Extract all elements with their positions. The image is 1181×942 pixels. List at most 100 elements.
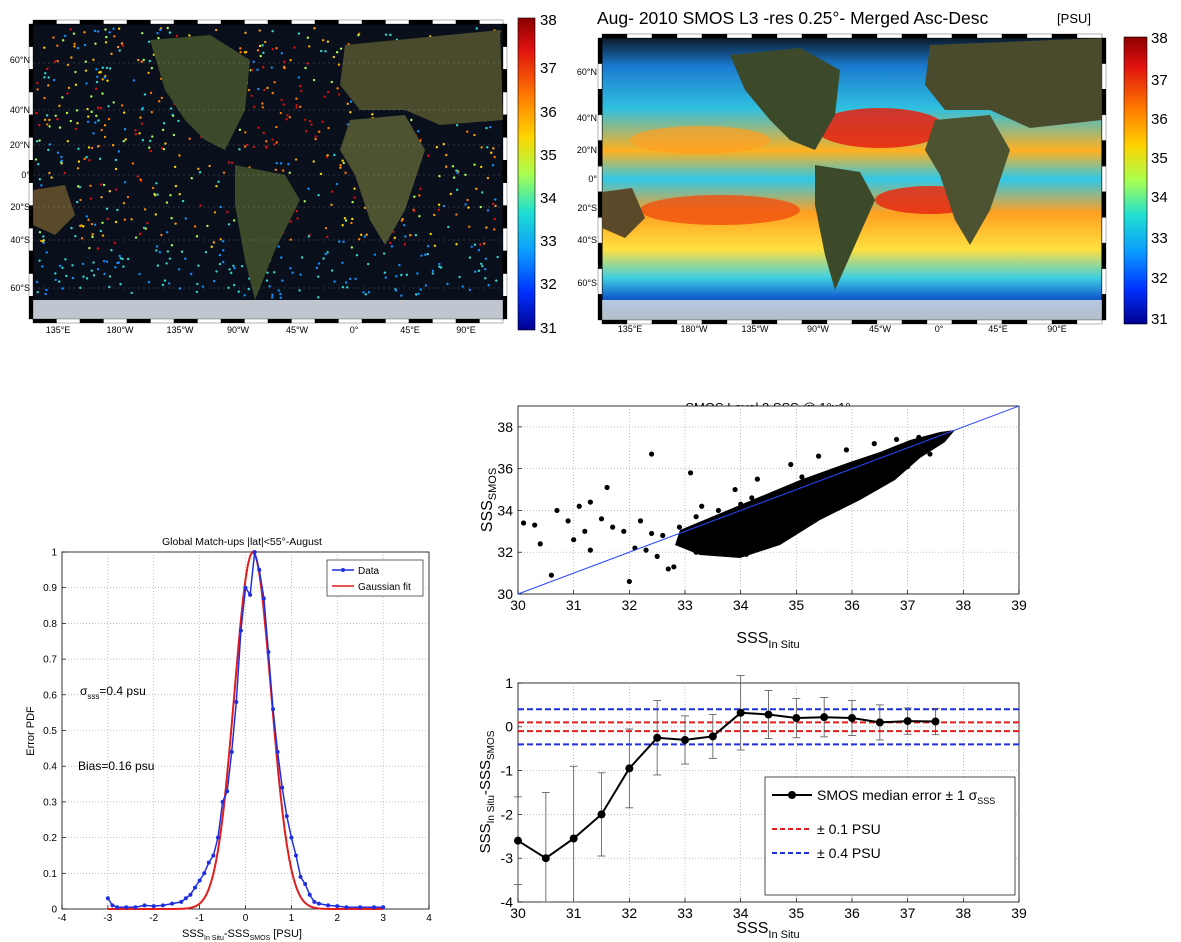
sample-point [161, 128, 165, 132]
sample-point [53, 60, 57, 63]
sample-point [279, 111, 283, 115]
scatter-point [565, 518, 571, 524]
data-point [151, 904, 156, 909]
sample-point [201, 285, 204, 288]
y-tick-label: 30 [497, 586, 513, 602]
sample-point [327, 126, 330, 130]
sample-point [66, 63, 70, 67]
sample-point [326, 235, 329, 239]
border-tick [150, 318, 175, 324]
sample-point [73, 42, 76, 46]
sample-point [357, 237, 361, 241]
sample-point [238, 128, 242, 132]
lon-label: 135°W [166, 325, 194, 335]
y-axis-label: Error PDF [25, 706, 37, 756]
y-tick-label: 0 [505, 719, 513, 735]
data-point [206, 860, 211, 865]
data-point [358, 905, 363, 910]
sample-point [66, 92, 69, 95]
scatter-point [721, 543, 727, 549]
sample-point [492, 147, 495, 150]
sample-point [232, 283, 236, 287]
sample-point [96, 30, 100, 33]
sample-point [390, 245, 394, 248]
sample-point [275, 47, 278, 50]
scatter-point [877, 474, 883, 480]
scatter-point [621, 528, 627, 534]
sample-point [130, 291, 133, 295]
border-tick [1101, 63, 1107, 90]
sample-point [481, 264, 484, 268]
sample-point [112, 27, 115, 31]
sample-point [82, 275, 85, 278]
sample-point [239, 47, 242, 50]
sample-point [196, 282, 199, 286]
sample-point [47, 148, 50, 152]
sample-point [289, 266, 292, 270]
y-tick-label: -4 [501, 894, 514, 910]
sample-point [84, 60, 88, 63]
scatter-point [576, 503, 582, 509]
lat-label: 20°S [577, 203, 597, 213]
sample-point [122, 201, 126, 205]
sample-point [350, 221, 353, 225]
sample-point [90, 95, 93, 98]
sample-point [455, 243, 458, 246]
sample-point [403, 243, 407, 246]
x-tick-label: 33 [677, 597, 693, 613]
sample-point [61, 39, 65, 42]
sample-point [474, 270, 477, 273]
scatter-point [788, 461, 794, 468]
sample-point [414, 293, 418, 296]
sample-point [487, 283, 490, 287]
data-point [248, 592, 253, 597]
sample-point [144, 227, 148, 230]
sample-point [233, 266, 236, 270]
sample-point [314, 135, 317, 138]
sample-point [44, 72, 47, 75]
sample-point [93, 29, 97, 33]
sample-point [384, 33, 388, 36]
sample-point [168, 257, 172, 260]
sample-point [69, 119, 73, 123]
border-tick [597, 166, 603, 192]
sample-point [195, 235, 199, 238]
sample-point [363, 235, 366, 238]
sample-point [173, 165, 177, 169]
border-tick [361, 19, 386, 25]
sample-point [274, 168, 277, 172]
data-curve [107, 551, 384, 908]
sigma-annotation: σsss=0.4 psu [80, 684, 146, 701]
scatter-point [804, 507, 811, 514]
median-point [820, 713, 829, 722]
sample-point [244, 31, 247, 35]
sample-point [46, 123, 49, 126]
sample-point [113, 241, 117, 245]
sample-point [243, 294, 246, 297]
sample-point [348, 277, 352, 281]
sample-point [114, 188, 118, 191]
border-tick [1101, 114, 1107, 141]
sample-point [475, 187, 478, 191]
sample-point [169, 194, 172, 197]
data-point [115, 905, 120, 910]
scatter-point [704, 526, 710, 532]
scatter-point [520, 520, 527, 526]
sample-point [279, 296, 282, 299]
data-point [280, 785, 285, 790]
legend-median-marker [788, 791, 796, 799]
x-axis-label: SSSIn Situ [736, 630, 799, 651]
sample-point [418, 194, 421, 197]
scatter-point [816, 453, 822, 459]
sample-point [409, 234, 412, 237]
scatter-point [587, 499, 593, 505]
sample-point [82, 225, 85, 228]
sample-point [213, 211, 217, 214]
x-tick-label: 32 [622, 597, 638, 613]
sample-point [44, 292, 47, 296]
sample-point [477, 269, 481, 273]
border-tick [926, 33, 953, 39]
sample-point [148, 146, 151, 149]
sample-point [438, 262, 441, 266]
sample-point [317, 275, 320, 278]
